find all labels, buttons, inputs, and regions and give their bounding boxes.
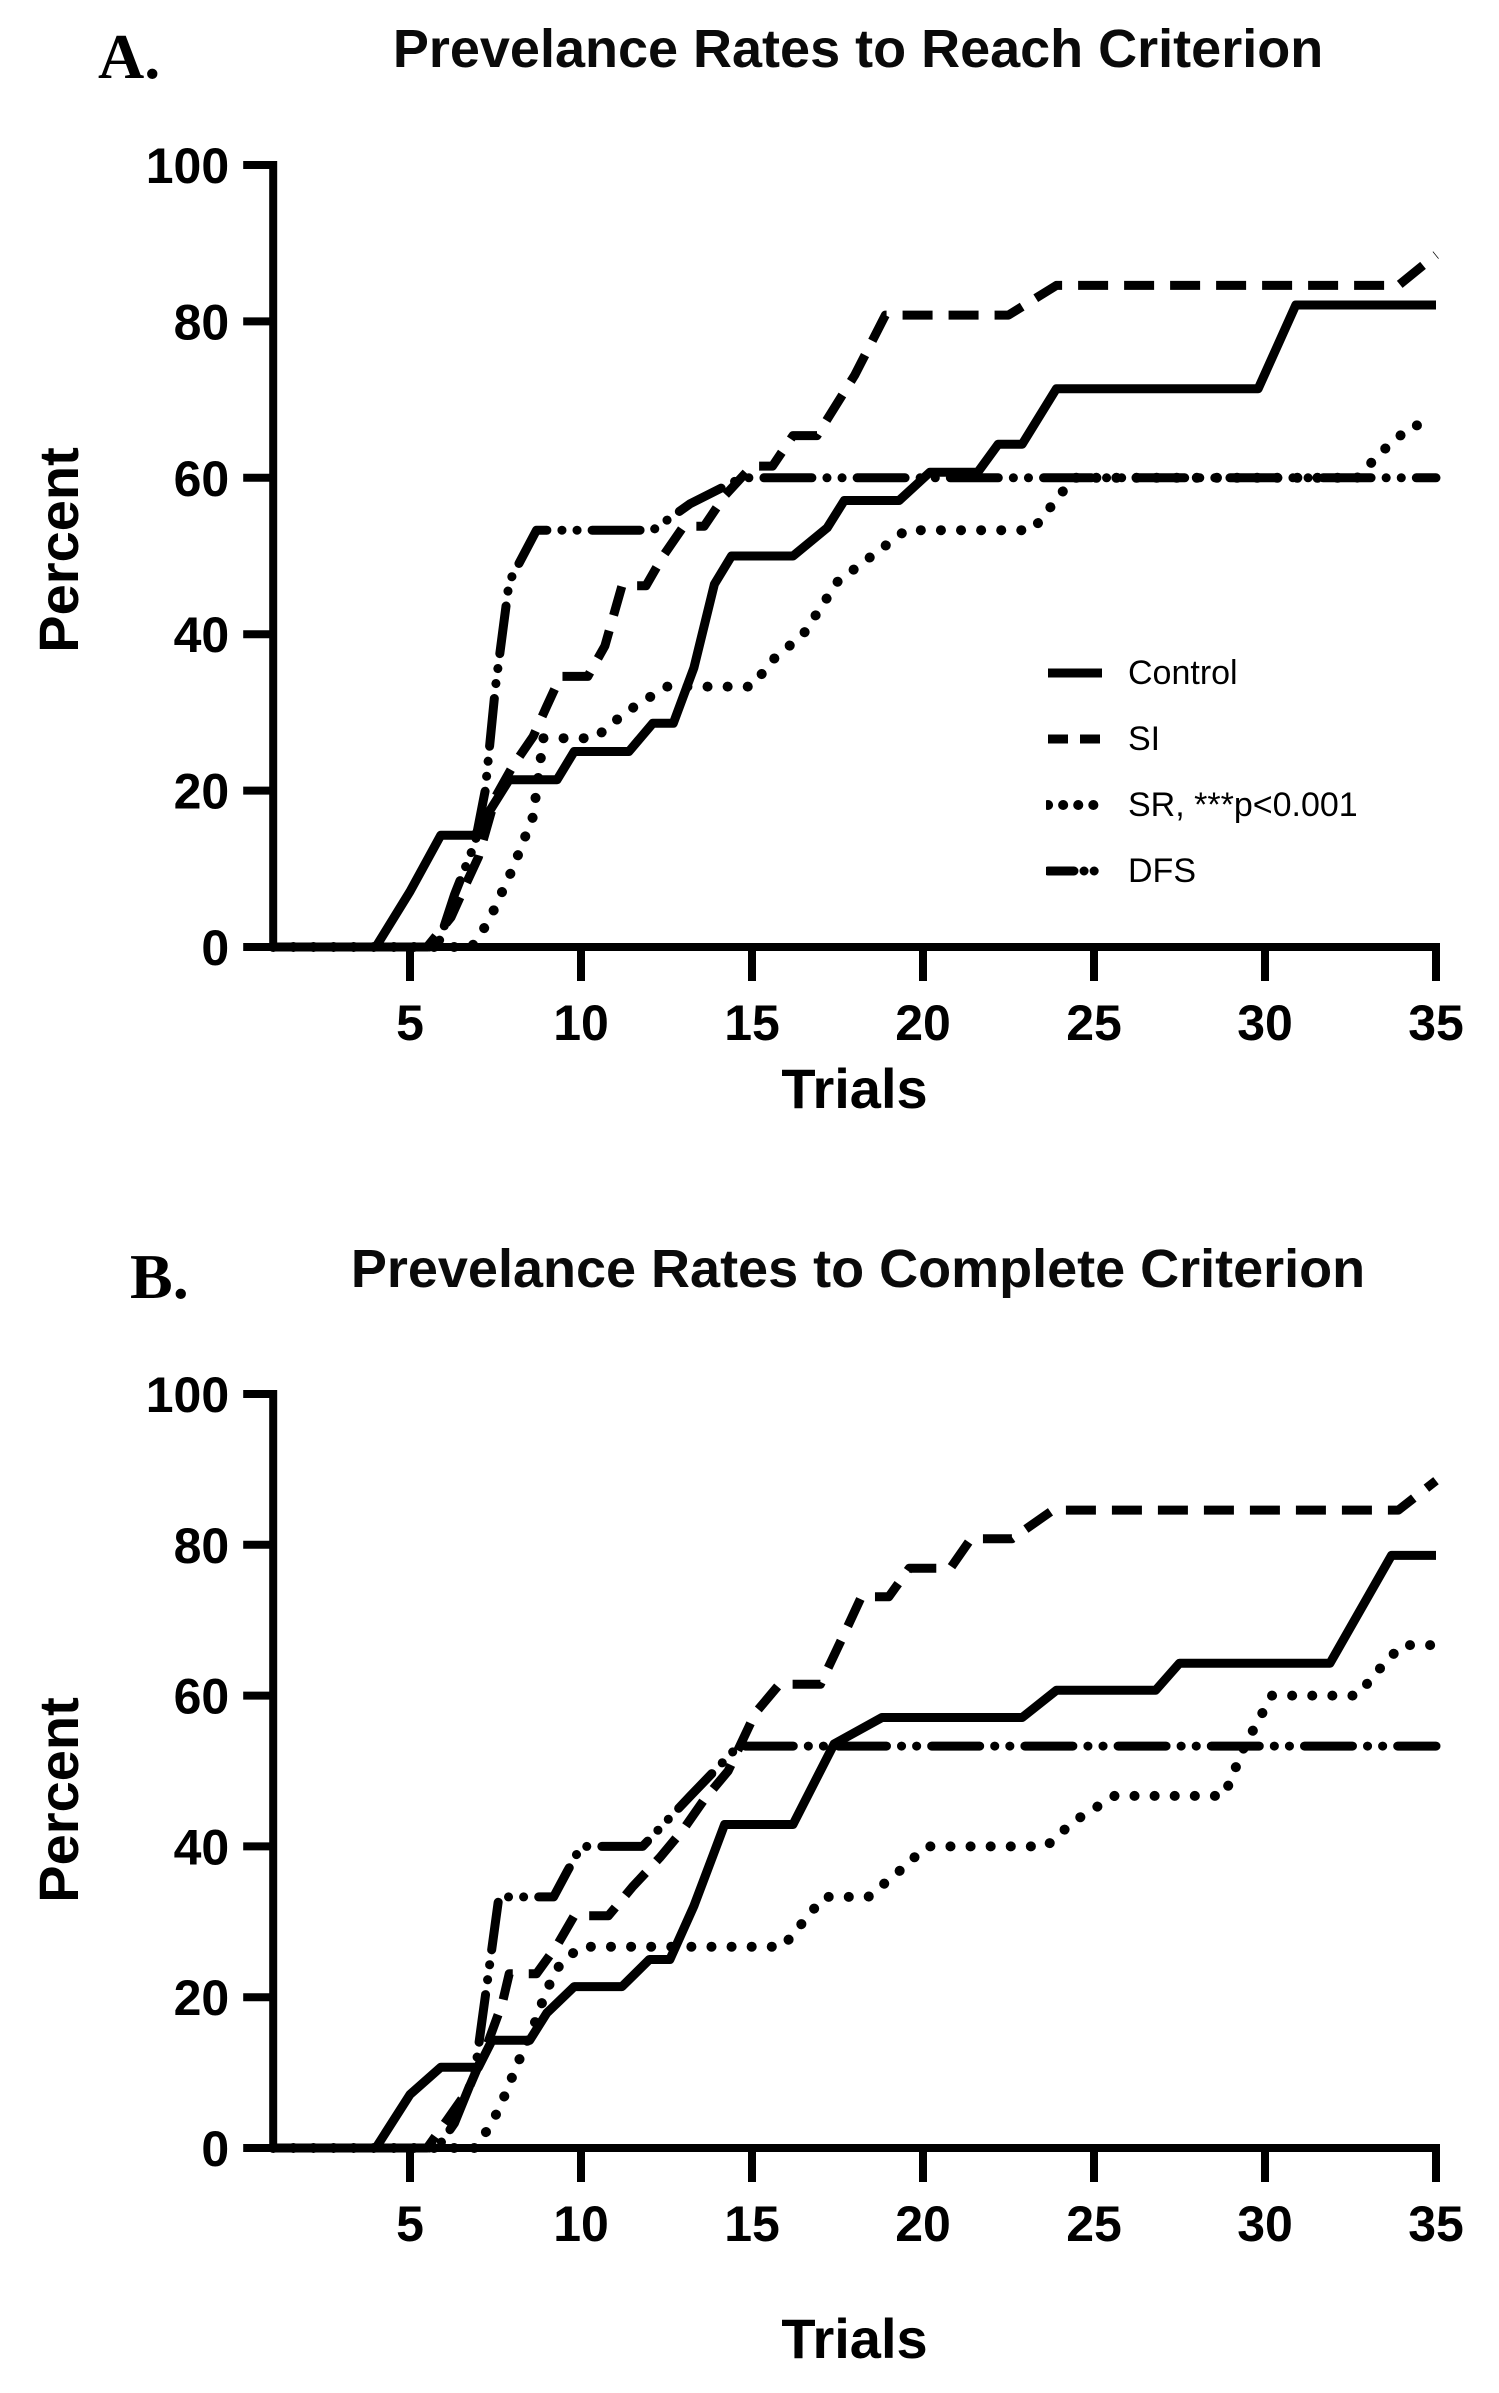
series-path-control-a <box>273 300 1436 952</box>
x-tick-label-b: 35 <box>1408 2196 1464 2252</box>
legend-swatch-dotted-icon <box>1046 800 1104 810</box>
legend-item: SR, ***p<0.001 <box>1046 772 1358 838</box>
legend-item: Control <box>1046 640 1358 706</box>
x-tick-label-b: 15 <box>724 2196 780 2252</box>
x-tick-label-a: 10 <box>553 995 609 1051</box>
x-tick-label-b: 25 <box>1066 2196 1122 2252</box>
y-tick-label-b: 20 <box>174 1970 230 2026</box>
y-tick-label-a: 40 <box>174 607 230 663</box>
chart-title-a: Prevelance Rates to Reach Criterion <box>392 19 1324 79</box>
x-tick-label-b: 20 <box>895 2196 951 2252</box>
series-path-dfs-a <box>268 473 1441 952</box>
chart-title-b: Prevelance Rates to Complete Criterion <box>350 1239 1366 1299</box>
x-tick-label-a: 35 <box>1408 995 1464 1051</box>
panel-letter-b: B. <box>130 1241 189 1312</box>
y-tick-label-a: 0 <box>201 920 229 976</box>
x-tick-label-a: 30 <box>1237 995 1293 1051</box>
series-path-dfs-b <box>268 1741 1441 2153</box>
series-path-si-a <box>273 251 1439 952</box>
legend-item: DFS <box>1046 838 1358 904</box>
y-tick-label-b: 40 <box>174 1819 230 1875</box>
legend: Control SI SR, ***p<0.001 DFS <box>1046 640 1358 904</box>
y-tick-label-b: 0 <box>201 2121 229 2177</box>
series-path-si-b <box>273 1477 1439 2153</box>
legend-swatch-dashed-icon <box>1048 734 1102 744</box>
x-axis-label-b: Trials <box>781 2307 928 2370</box>
legend-label: SI <box>1128 719 1161 758</box>
x-tick-label-b: 10 <box>553 2196 609 2252</box>
series-path-control-b <box>273 1550 1436 2153</box>
x-tick-label-a: 5 <box>396 995 424 1051</box>
y-tick-label-a: 20 <box>174 764 230 820</box>
y-tick-label-a: 100 <box>146 138 229 194</box>
legend-swatch-dashdotdot-icon <box>1046 866 1104 876</box>
y-tick-label-a: 60 <box>174 451 230 507</box>
x-tick-label-b: 30 <box>1237 2196 1293 2252</box>
legend-item: SI <box>1046 706 1358 772</box>
y-tick-label-b: 60 <box>174 1669 230 1725</box>
x-tick-label-b: 5 <box>396 2196 424 2252</box>
y-tick-label-b: 80 <box>174 1518 230 1574</box>
x-tick-label-a: 25 <box>1066 995 1122 1051</box>
series-path-sr-a <box>268 420 1441 952</box>
legend-label: DFS <box>1128 851 1196 890</box>
panel-letter-a: A. <box>98 21 161 92</box>
x-axis-label-a: Trials <box>781 1057 928 1120</box>
legend-label: Control <box>1128 653 1238 692</box>
y-tick-label-b: 100 <box>146 1367 229 1423</box>
x-tick-label-a: 20 <box>895 995 951 1051</box>
series-path-sr-b <box>268 1640 1441 2153</box>
y-tick-label-a: 80 <box>174 294 230 350</box>
x-tick-label-a: 15 <box>724 995 780 1051</box>
legend-swatch-solid-icon <box>1048 668 1102 678</box>
legend-label: SR, ***p<0.001 <box>1128 785 1358 824</box>
